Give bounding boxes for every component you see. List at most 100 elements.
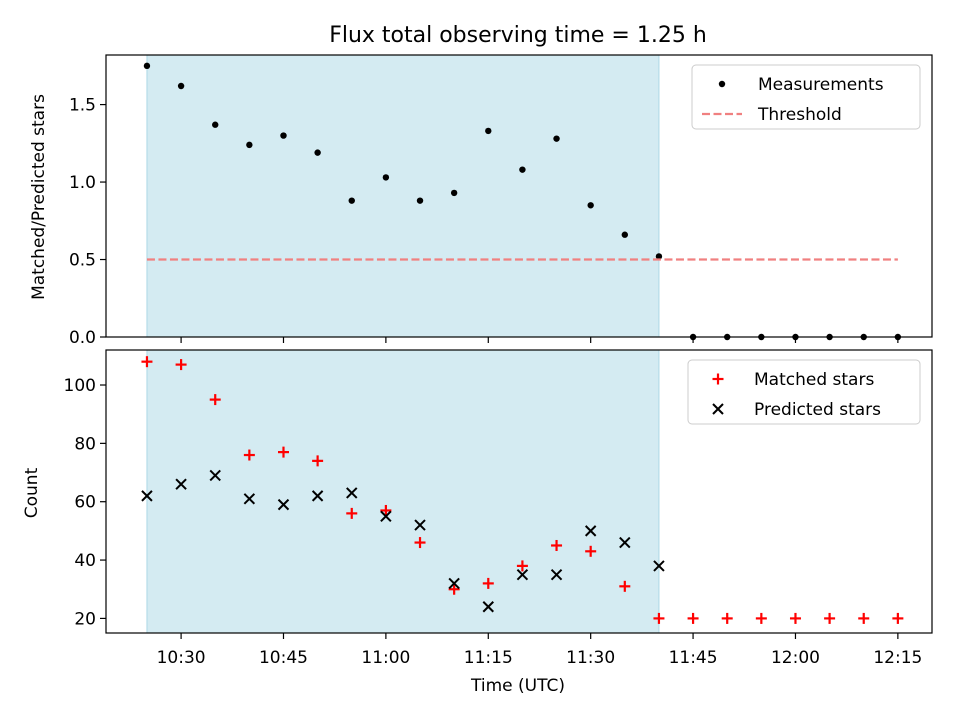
- measurement-point: [212, 121, 219, 128]
- legend-box: [687, 359, 921, 425]
- x-tick-label: 11:00: [361, 648, 410, 668]
- observing-interval-shading: [146, 349, 660, 634]
- top-panel: 0.0 0.5 1.0 1.5 Measurements Threshold: [69, 54, 933, 348]
- cross-marker-b: [311, 490, 324, 502]
- bottom-y-axis-label: Count: [22, 467, 42, 518]
- matched-star-point: [141, 356, 153, 368]
- measurement-point: [416, 197, 424, 204]
- predicted-star-point: [516, 568, 529, 581]
- measurement-point: [621, 231, 629, 238]
- predicted-star-point: [653, 560, 665, 572]
- legend-label: Predicted stars: [754, 400, 881, 420]
- matched-star-point: [346, 507, 358, 519]
- predicted-star-point: [414, 519, 426, 531]
- x-tick-label: 11:45: [669, 648, 718, 668]
- matched-star-point: [653, 612, 665, 624]
- y-tick-label: 60: [74, 493, 96, 513]
- matched-star-point: [858, 612, 870, 624]
- matched-star-point: [892, 612, 904, 624]
- predicted-star-point: [584, 525, 597, 537]
- matched-star-point: [516, 560, 528, 572]
- x-tick-label: 11:30: [566, 648, 615, 668]
- predicted-star-point: [175, 478, 187, 490]
- matched-star-point: [789, 612, 801, 624]
- matched-star-point: [243, 449, 255, 461]
- measurement-point: [450, 189, 458, 197]
- top-y-axis-label: Matched/Predicted stars: [29, 94, 49, 300]
- y-tick-label: 40: [74, 551, 96, 571]
- cross-marker-b: [277, 498, 290, 511]
- cross-marker-b: [584, 525, 597, 537]
- measurement-point: [485, 127, 492, 135]
- y-tick-label: 20: [74, 609, 96, 629]
- predicted-star-point: [209, 469, 221, 482]
- cross-marker-b: [653, 560, 665, 572]
- measurement-point: [553, 135, 560, 142]
- legend-label: Measurements: [758, 75, 884, 95]
- legend: Matched stars Predicted stars: [687, 359, 921, 425]
- predicted-star-point: [243, 493, 256, 505]
- cross-marker-b: [414, 519, 426, 531]
- matched-star-point: [721, 612, 733, 624]
- y-tick-label: 0.5: [69, 251, 96, 271]
- x-axis-label: Time (UTC): [470, 676, 565, 696]
- cross-marker-b: [209, 469, 221, 482]
- cross-marker-b: [346, 487, 358, 499]
- x-tick-label: 12:00: [771, 648, 820, 668]
- predicted-star-point: [311, 490, 324, 502]
- measurement-point: [177, 82, 185, 90]
- predicted-star-point: [346, 487, 358, 499]
- legend: Measurements Threshold: [691, 64, 921, 130]
- cross-marker-b: [243, 493, 256, 505]
- matched-star-point: [175, 359, 187, 371]
- y-tick-label: 0.0: [69, 328, 96, 348]
- measurement-point: [382, 174, 390, 181]
- matched-star-point: [448, 583, 460, 595]
- predicted-star-point: [482, 601, 494, 613]
- x-tick-label: 11:15: [464, 648, 513, 668]
- matched-star-point: [755, 612, 767, 624]
- x-tick-label: 10:45: [259, 648, 308, 668]
- predicted-star-point: [141, 490, 153, 502]
- measurement-point: [587, 202, 594, 209]
- legend-label: Threshold: [757, 105, 842, 125]
- matched-star-point: [619, 580, 631, 592]
- cross-marker-b: [619, 536, 631, 549]
- matched-star-point: [585, 545, 597, 557]
- measurement-point: [314, 149, 321, 156]
- y-tick-label: 100: [64, 376, 96, 396]
- measurement-point: [348, 197, 355, 204]
- cross-marker-b: [516, 568, 529, 581]
- matched-star-point: [380, 504, 392, 516]
- cross-marker-b: [550, 568, 563, 581]
- chart-title: Flux total observing time = 1.25 h: [329, 23, 707, 48]
- cross-marker-b: [482, 601, 494, 613]
- legend-box: [691, 64, 921, 130]
- predicted-star-point: [550, 568, 563, 581]
- legend-marker-predicted-b: [712, 403, 724, 415]
- cross-marker-b: [141, 490, 153, 502]
- matched-star-point: [312, 455, 324, 467]
- cross-marker-b: [175, 478, 187, 490]
- y-tick-label: 80: [74, 434, 96, 454]
- matched-star-point: [482, 577, 494, 589]
- measurement-point: [246, 141, 253, 149]
- matched-star-point: [277, 446, 289, 458]
- matched-star-point: [687, 612, 699, 624]
- x-tick-label: 10:30: [157, 648, 206, 668]
- axes-frame: [105, 54, 933, 338]
- matched-star-point: [551, 539, 563, 551]
- y-tick-label: 1.5: [69, 96, 96, 116]
- cross-marker-b: [448, 577, 460, 590]
- measurement-point: [280, 132, 287, 139]
- measurement-point: [519, 166, 526, 173]
- matched-star-point: [824, 612, 836, 624]
- cross-marker-b: [380, 510, 392, 523]
- legend-label: Matched stars: [754, 370, 874, 390]
- predicted-star-point: [380, 510, 392, 523]
- predicted-star-point: [619, 536, 631, 549]
- predicted-star-point: [448, 577, 460, 590]
- legend-marker-measurements: [718, 80, 726, 88]
- x-tick-label: 12:15: [873, 648, 922, 668]
